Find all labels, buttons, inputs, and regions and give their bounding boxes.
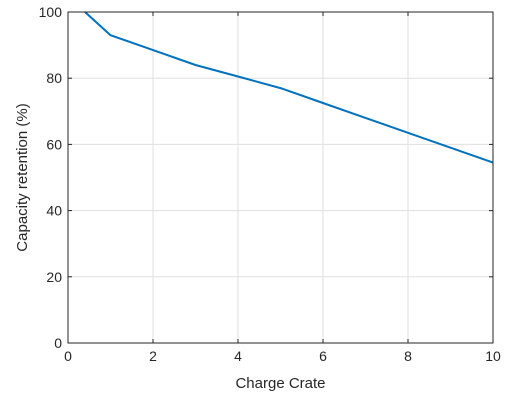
x-tick-label: 10 [485, 348, 501, 364]
series-lines [84, 11, 494, 164]
y-tick-label: 0 [54, 335, 62, 351]
x-tick-label: 8 [404, 348, 412, 364]
x-tick-label: 4 [234, 348, 242, 364]
axes-box [67, 11, 494, 344]
y-tick-label: 40 [46, 203, 62, 219]
x-axis-title: Charge Crate [235, 375, 325, 392]
y-tick-label: 20 [46, 269, 62, 285]
y-tick-label: 60 [46, 136, 62, 152]
x-tick-label: 2 [149, 348, 157, 364]
y-tick-label: 100 [39, 4, 63, 20]
y-axis-title: Capacity retention (%) [14, 103, 31, 251]
x-tick-label: 0 [64, 348, 72, 364]
series-line [84, 11, 494, 164]
y-tick-label: 80 [46, 70, 62, 86]
plot-area [68, 12, 493, 343]
x-tick-label: 6 [319, 348, 327, 364]
